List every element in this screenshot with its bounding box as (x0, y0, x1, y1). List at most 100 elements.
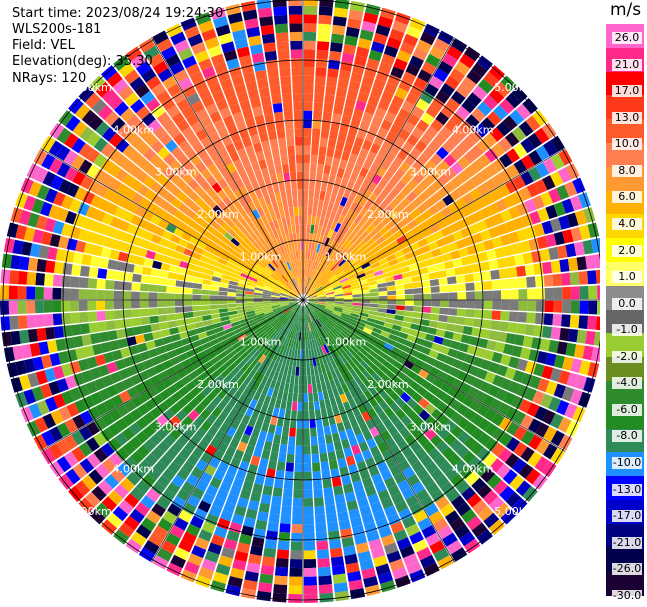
velocity-gate (518, 399, 532, 414)
velocity-gate (328, 415, 336, 426)
velocity-gate (444, 419, 457, 433)
velocity-gate (256, 206, 265, 217)
velocity-gate (336, 87, 348, 98)
velocity-gate (548, 340, 559, 354)
velocity-gate (223, 49, 238, 62)
velocity-gate (77, 202, 90, 216)
velocity-gate (223, 231, 234, 241)
velocity-gate (247, 500, 260, 511)
velocity-gate (476, 404, 490, 417)
velocity-gate (273, 584, 288, 594)
velocity-gate (289, 14, 303, 24)
velocity-gate (153, 126, 167, 140)
velocity-gate (213, 230, 224, 240)
velocity-gate (43, 300, 53, 313)
velocity-gate (12, 345, 24, 361)
velocity-gate (324, 156, 333, 166)
velocity-gate (500, 289, 510, 300)
velocity-gate (293, 288, 300, 296)
velocity-gate (182, 55, 197, 69)
velocity-gate (311, 339, 316, 349)
velocity-gate (320, 326, 327, 335)
velocity-gate (386, 285, 396, 291)
velocity-gate (526, 312, 536, 324)
velocity-gate (450, 547, 468, 562)
velocity-gate (53, 326, 64, 339)
velocity-gate (271, 305, 281, 309)
velocity-gate (256, 217, 265, 227)
velocity-gate (564, 181, 578, 197)
velocity-gate (137, 247, 148, 258)
velocity-gate (291, 321, 296, 331)
velocity-gate (353, 249, 362, 258)
velocity-gate (587, 270, 597, 285)
colorbar-tick-label: 1.0 (612, 271, 642, 283)
velocity-gate (557, 167, 572, 183)
velocity-gate (550, 327, 561, 340)
velocity-gate (528, 166, 542, 182)
velocity-gate (480, 229, 492, 241)
velocity-gate (8, 300, 18, 315)
velocity-gate (243, 72, 256, 84)
velocity-gate (295, 436, 303, 446)
velocity-gate (454, 197, 467, 210)
velocity-gate (181, 358, 192, 369)
velocity-gate (483, 71, 500, 88)
velocity-gate (524, 361, 537, 374)
velocity-gate (389, 413, 400, 425)
velocity-gate (219, 422, 230, 434)
velocity-gate (230, 567, 245, 580)
velocity-gate (435, 328, 446, 338)
velocity-gate (282, 426, 290, 437)
velocity-gate (177, 221, 188, 232)
velocity-gate (86, 437, 100, 452)
velocity-gate (110, 117, 126, 132)
velocity-gate (220, 253, 230, 262)
velocity-gate (49, 461, 65, 478)
velocity-gate (221, 319, 231, 326)
velocity-gate (287, 225, 293, 235)
velocity-gate (19, 329, 30, 344)
velocity-gate (433, 132, 447, 146)
velocity-gate (569, 314, 580, 329)
velocity-gate (303, 593, 318, 603)
velocity-gate (191, 340, 202, 349)
velocity-gate (234, 505, 247, 517)
velocity-gate (288, 301, 298, 304)
colorbar-tick-label: 17.0 (612, 85, 642, 98)
velocity-gate (66, 183, 80, 198)
velocity-gate (346, 271, 355, 278)
velocity-gate (484, 163, 499, 178)
velocity-gate (56, 422, 71, 438)
velocity-gate (373, 32, 388, 45)
velocity-gate (464, 214, 476, 226)
velocity-gate (399, 545, 415, 559)
velocity-gate (483, 94, 499, 110)
velocity-gate (188, 421, 200, 434)
velocity-gate (365, 366, 375, 376)
velocity-gate (280, 190, 287, 201)
velocity-gate (147, 242, 159, 252)
velocity-gate (197, 148, 209, 161)
velocity-gate (472, 377, 484, 390)
velocity-gate (337, 457, 347, 469)
velocity-gate (406, 179, 419, 191)
velocity-gate (209, 437, 221, 449)
velocity-gate (189, 71, 204, 85)
velocity-gate (380, 7, 396, 20)
velocity-gate (271, 302, 280, 305)
velocity-gate (338, 69, 351, 81)
velocity-gate (339, 196, 348, 207)
velocity-gate (410, 225, 422, 236)
velocity-gate (271, 147, 280, 158)
velocity-gate (183, 287, 193, 294)
velocity-gate (141, 68, 157, 83)
velocity-gate (366, 276, 377, 283)
velocity-gate (234, 178, 245, 189)
velocity-gate (461, 76, 477, 92)
velocity-gate (372, 359, 383, 369)
velocity-gate (36, 400, 50, 416)
colorbar-tick-label: 2.0 (612, 244, 642, 257)
velocity-gate (194, 415, 206, 427)
velocity-gate (126, 223, 138, 235)
